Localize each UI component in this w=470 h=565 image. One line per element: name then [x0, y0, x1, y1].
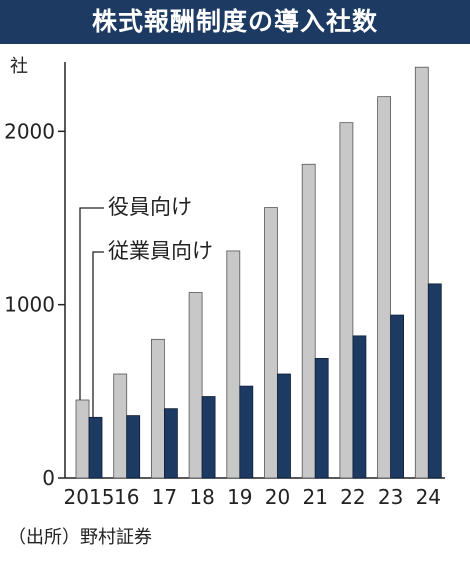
bar-employee — [352, 335, 367, 479]
bar-employee — [201, 396, 216, 479]
x-tick-label: 18 — [189, 485, 214, 509]
x-tick-label: 17 — [152, 485, 177, 509]
bar-officer — [226, 250, 241, 479]
x-tick-label: 23 — [378, 485, 403, 509]
bar-employee — [427, 283, 442, 479]
x-tick-label: 19 — [227, 485, 252, 509]
bar-officer — [150, 338, 165, 479]
x-tick-label: 20 — [265, 485, 290, 509]
x-tick-label: 21 — [302, 485, 327, 509]
legend-leader-officer — [79, 207, 104, 400]
bar-employee — [390, 314, 405, 479]
bar-officer — [264, 207, 278, 479]
bar-officer — [75, 399, 90, 479]
bar-employee — [277, 373, 291, 479]
bar-officer — [301, 163, 316, 479]
x-tick-label: 16 — [114, 485, 139, 509]
bar-officer — [188, 292, 203, 479]
legend-officer-label: 役員向け — [108, 195, 192, 219]
legend-leader-employee — [92, 251, 104, 418]
bar-officer — [113, 373, 128, 479]
y-tick-label: 2000 — [4, 119, 55, 143]
chart-title: 株式報酬制度の導入社数 — [91, 7, 378, 36]
source-note: （出所）野村証券 — [8, 527, 152, 548]
y-axis-unit-label: 社 — [10, 56, 28, 77]
bar-officer — [377, 96, 392, 479]
bar-employee — [239, 385, 254, 479]
y-tick-label: 0 — [42, 466, 55, 490]
x-tick-label: 2015 — [64, 485, 115, 509]
bar-employee — [126, 415, 141, 479]
bar-officer — [339, 122, 354, 479]
y-tick-label: 1000 — [4, 293, 55, 317]
x-tick-label: 24 — [416, 485, 441, 509]
bar-officer — [414, 66, 429, 479]
x-tick-label: 22 — [340, 485, 365, 509]
bar-employee — [88, 416, 103, 479]
bar-employee — [163, 408, 178, 479]
bar-employee — [314, 357, 329, 479]
title-bar — [0, 0, 470, 44]
legend-employee-label: 従業員向け — [108, 239, 213, 263]
